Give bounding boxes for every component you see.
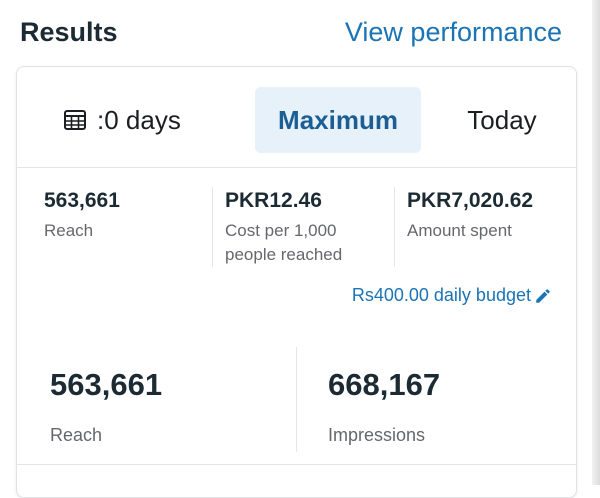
divider xyxy=(296,347,297,452)
view-performance-link[interactable]: View performance xyxy=(344,16,562,47)
stat-label: Amount spent xyxy=(407,221,512,240)
screen-edge xyxy=(592,0,600,485)
summary-stats: 563,661 Reach PKR12.46 Cost per 1,000 pe… xyxy=(17,167,576,367)
stat-value: PKR12.46 xyxy=(225,189,322,212)
metric-impressions: 668,167 Impressions xyxy=(328,367,440,446)
date-range-tabs: ​:0 days Maximum Today xyxy=(17,67,576,168)
summary-reach: 563,661 Reach xyxy=(44,189,204,243)
tab-today[interactable]: Today xyxy=(447,87,557,153)
metric-reach: 563,661 Reach xyxy=(50,367,162,446)
divider xyxy=(17,464,576,465)
daily-budget-link[interactable]: Rs400.00 daily budget xyxy=(352,285,552,306)
divider xyxy=(212,187,213,267)
calendar-icon xyxy=(64,110,86,130)
divider xyxy=(394,187,395,267)
stat-label: Reach xyxy=(44,221,94,240)
pencil-icon xyxy=(536,288,550,303)
metric-label: Impressions xyxy=(328,425,426,445)
tab-label: Maximum xyxy=(278,104,398,135)
results-card: ​:0 days Maximum Today 563,661 Reach PKR… xyxy=(16,66,577,498)
daily-budget-label: Rs400.00 daily budget xyxy=(351,285,531,305)
metrics-row: 563,661 Reach 668,167 Impressions xyxy=(17,347,576,467)
summary-amount-spent: PKR7,020.62 Amount spent xyxy=(407,189,576,243)
results-header: Results View performance xyxy=(20,12,562,52)
summary-cost-per-1000: PKR12.46 Cost per 1,000 people reached xyxy=(225,189,385,267)
tab-maximum[interactable]: Maximum xyxy=(255,87,421,153)
stat-label: Cost per 1,000 people reached xyxy=(225,221,343,264)
metric-value: 563,661 xyxy=(50,367,163,402)
tab-last-30-days[interactable]: ​:0 days xyxy=(63,87,233,153)
tab-label: Today xyxy=(467,104,537,135)
metric-value: 668,167 xyxy=(328,367,441,402)
stat-value: PKR7,020.62 xyxy=(407,189,534,212)
tab-label: ​:0 days xyxy=(97,104,181,135)
stat-value: 563,661 xyxy=(44,189,120,212)
results-title: Results xyxy=(20,16,118,47)
metric-label: Reach xyxy=(50,425,103,445)
